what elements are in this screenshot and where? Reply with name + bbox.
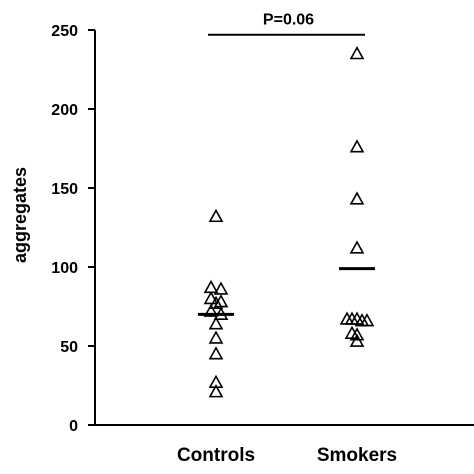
y-axis-label: aggregates: [10, 167, 30, 263]
x-category-label: Controls: [177, 445, 255, 466]
y-tick-label: 0: [69, 418, 78, 435]
y-tick-label: 250: [51, 23, 78, 40]
significance-annotation: P=0.06: [208, 12, 365, 36]
y-tick-label: 200: [51, 102, 78, 119]
data-point-triangle: [203, 279, 219, 294]
data-point-triangle: [208, 208, 224, 223]
data-point-triangle: [349, 327, 365, 341]
data-point-triangle: [349, 333, 365, 347]
data-point-triangle: [203, 303, 219, 317]
x-category-label: Smokers: [317, 445, 397, 466]
p-value-label: P=0.06: [263, 12, 314, 29]
data-point-triangle: [359, 313, 375, 327]
y-ticks: 0 50 100 150 200 250: [51, 23, 95, 435]
data-point-triangle: [208, 330, 224, 344]
y-tick-label: 150: [51, 181, 78, 198]
axes: [94, 30, 474, 426]
data-point-triangle: [208, 384, 224, 398]
data-point-triangle: [213, 281, 229, 295]
data-points: [203, 46, 375, 398]
y-tick-label: 100: [51, 260, 78, 277]
data-point-triangle: [208, 295, 224, 309]
data-point-triangle: [203, 290, 219, 305]
data-point-triangle: [208, 346, 224, 360]
data-point-triangle: [349, 240, 365, 254]
data-point-triangle: [349, 191, 365, 205]
data-point-triangle: [349, 46, 365, 60]
data-point-triangle: [208, 316, 224, 330]
data-point-triangle: [349, 139, 365, 153]
category-labels: Controls Smokers: [177, 445, 397, 466]
mean-lines: [198, 267, 375, 316]
y-tick-label: 50: [60, 339, 78, 356]
